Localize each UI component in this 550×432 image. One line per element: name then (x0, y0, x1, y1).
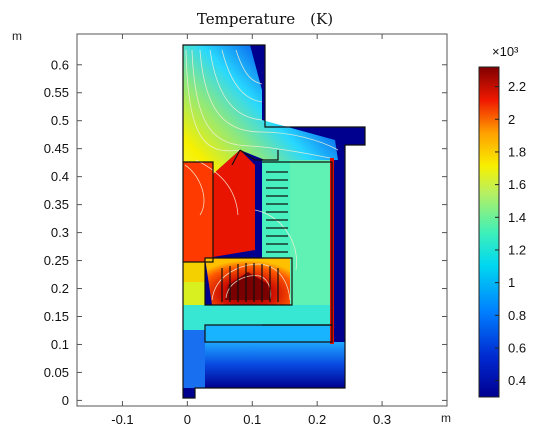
isotherm-10 (211, 263, 291, 301)
colorbar-ticks: 0.4 0.6 0.8 1 1.2 1.4 1.6 1.8 2 2.2 (495, 79, 526, 388)
outline-heater-coils (266, 171, 288, 253)
colorbar-tick-label: 2.2 (508, 79, 526, 94)
colorbar: ×10³ 0.4 0.6 0.8 1 1.2 1.4 1.6 1.8 2 2.2 (478, 44, 526, 398)
y-tick-label: 0.6 (51, 57, 69, 72)
gas-plume (183, 45, 338, 210)
plot-frame (76, 33, 448, 407)
colorbar-tick-label: 2 (508, 112, 515, 127)
left-lower-block-top (183, 262, 205, 282)
colorbar-tick-label: 0.6 (508, 340, 526, 355)
y-tick-label: 0.4 (51, 169, 69, 184)
bottom-cooling-zone (183, 342, 345, 388)
isotherm-8 (195, 159, 239, 216)
colorbar-tick-label: 1 (508, 275, 515, 290)
y-tick-label: 0.1 (51, 337, 69, 352)
y-axis-unit: m (12, 29, 22, 43)
isotherm-4 (209, 49, 263, 121)
colorbar-gradient (478, 66, 500, 398)
outline-lower-band (204, 324, 333, 343)
colorbar-tick-label: 1.2 (508, 242, 526, 257)
orange-strip (183, 162, 213, 262)
colorbar-tick-label: 0.8 (508, 308, 526, 323)
y-tick-label: 0.5 (51, 113, 69, 128)
outline-heater-shield (231, 149, 279, 166)
colorbar-tick-label: 1.8 (508, 144, 526, 159)
x-tick-label: 0.2 (308, 412, 326, 427)
chart-title: Temperature (K) (197, 10, 333, 28)
colorbar-multiplier: ×10³ (492, 44, 519, 59)
y-tick-label: 0.45 (44, 141, 69, 156)
y-tick-label: 0.05 (44, 365, 69, 380)
outline-outer (182, 44, 366, 399)
outline-melt-stripes (221, 263, 279, 302)
isotherm-7 (184, 164, 205, 216)
outline-melt (204, 257, 293, 306)
y-tick-label: 0.3 (51, 225, 69, 240)
isotherm-11 (254, 209, 297, 271)
y-tick-label: 0.25 (44, 253, 69, 268)
y-tick-label: 0.55 (44, 85, 69, 100)
temperature-field (182, 44, 366, 399)
x-axis-unit: m (441, 411, 451, 425)
x-tick-label: 0.3 (373, 412, 391, 427)
x-axis-ticks: -0.1 0 0.1 0.2 0.3 (111, 34, 391, 427)
y-tick-label: 0.35 (44, 197, 69, 212)
colorbar-tick-label: 1.4 (508, 210, 526, 225)
isotherm-1 (185, 49, 241, 152)
melt-core (225, 272, 270, 300)
x-tick-label: 0.1 (243, 412, 261, 427)
left-bottom-pillar (183, 330, 205, 388)
colorbar-tick-label: 0.4 (508, 373, 526, 388)
y-tick-label: 0.2 (51, 281, 69, 296)
y-tick-label: 0 (62, 393, 69, 408)
isotherm-5 (221, 49, 263, 103)
x-tick-label: 0 (184, 412, 191, 427)
outline-left-column (183, 161, 214, 263)
colorbar-tick-label: 1.6 (508, 177, 526, 192)
y-axis-ticks: 0 0.05 0.1 0.15 0.2 0.25 0.3 0.35 0.4 0.45 0.5 0.55… (44, 57, 447, 408)
right-insulation-shade (290, 160, 332, 330)
bottom-insulation-strip (205, 325, 330, 342)
isotherm-3 (199, 49, 339, 151)
isotherm-6 (235, 49, 263, 85)
y-tick-label: 0.15 (44, 309, 69, 324)
isotherm-2 (191, 49, 331, 159)
x-tick-label: -0.1 (111, 412, 133, 427)
